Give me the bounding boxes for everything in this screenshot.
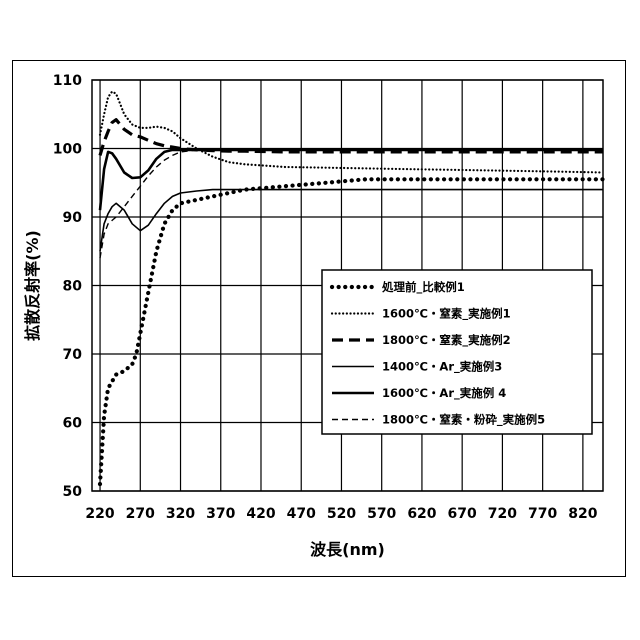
x-tick-570: 570: [367, 506, 396, 522]
series-layer: [97, 90, 606, 487]
x-tick-220: 220: [85, 506, 114, 522]
y-axis-title: 拡散反射率(%): [23, 230, 42, 341]
legend-label-5: 1600℃・Ar_実施例 4: [382, 386, 506, 401]
legend-label-2: 1600℃・窒素_実施例1: [382, 307, 511, 322]
x-tick-720: 720: [488, 506, 517, 522]
series-line-4: [99, 188, 603, 252]
plot-border: [91, 79, 604, 492]
y-tick-90: 90: [63, 210, 83, 226]
x-tick-520: 520: [327, 506, 356, 522]
chart-frame: [12, 60, 626, 577]
x-axis-title: 波長(nm): [310, 540, 385, 559]
y-tick-labels: 50 60 70 80 90 100 110: [53, 73, 82, 500]
series-line-6: [99, 148, 603, 259]
series-line-2: [98, 90, 605, 174]
y-tick-60: 60: [63, 416, 83, 432]
x-tick-670: 670: [448, 506, 477, 522]
y-tick-70: 70: [63, 347, 83, 363]
x-tick-420: 420: [246, 506, 275, 522]
legend-label-3: 1800℃・窒素_実施例2: [382, 333, 511, 348]
x-tick-320: 320: [166, 506, 195, 522]
x-tick-270: 270: [126, 506, 155, 522]
legend: 処理前_比較例1 1600℃・窒素_実施例1 1800℃・窒素_実施例2 1400℃・…: [321, 269, 593, 435]
legend-box: [321, 269, 593, 435]
legend-label-1: 処理前_比較例1: [381, 280, 465, 295]
x-tick-770: 770: [528, 506, 557, 522]
x-tick-370: 370: [206, 506, 235, 522]
x-tick-labels: 220 270 320 370 420 470 520 570 620 670 720 770 820: [85, 506, 597, 522]
y-tick-50: 50: [63, 484, 83, 500]
x-tick-620: 620: [407, 506, 436, 522]
series-line-1: [97, 177, 606, 487]
y-tick-110: 110: [53, 73, 82, 89]
y-tick-100: 100: [53, 142, 82, 158]
legend-label-6: 1800℃・窒素・粉砕_実施例5: [382, 413, 545, 428]
legend-label-4: 1400℃・Ar_実施例3: [382, 360, 502, 375]
x-tick-820: 820: [568, 506, 597, 522]
series-line-3: [98, 118, 603, 156]
x-tick-470: 470: [287, 506, 316, 522]
y-tick-80: 80: [63, 279, 83, 295]
